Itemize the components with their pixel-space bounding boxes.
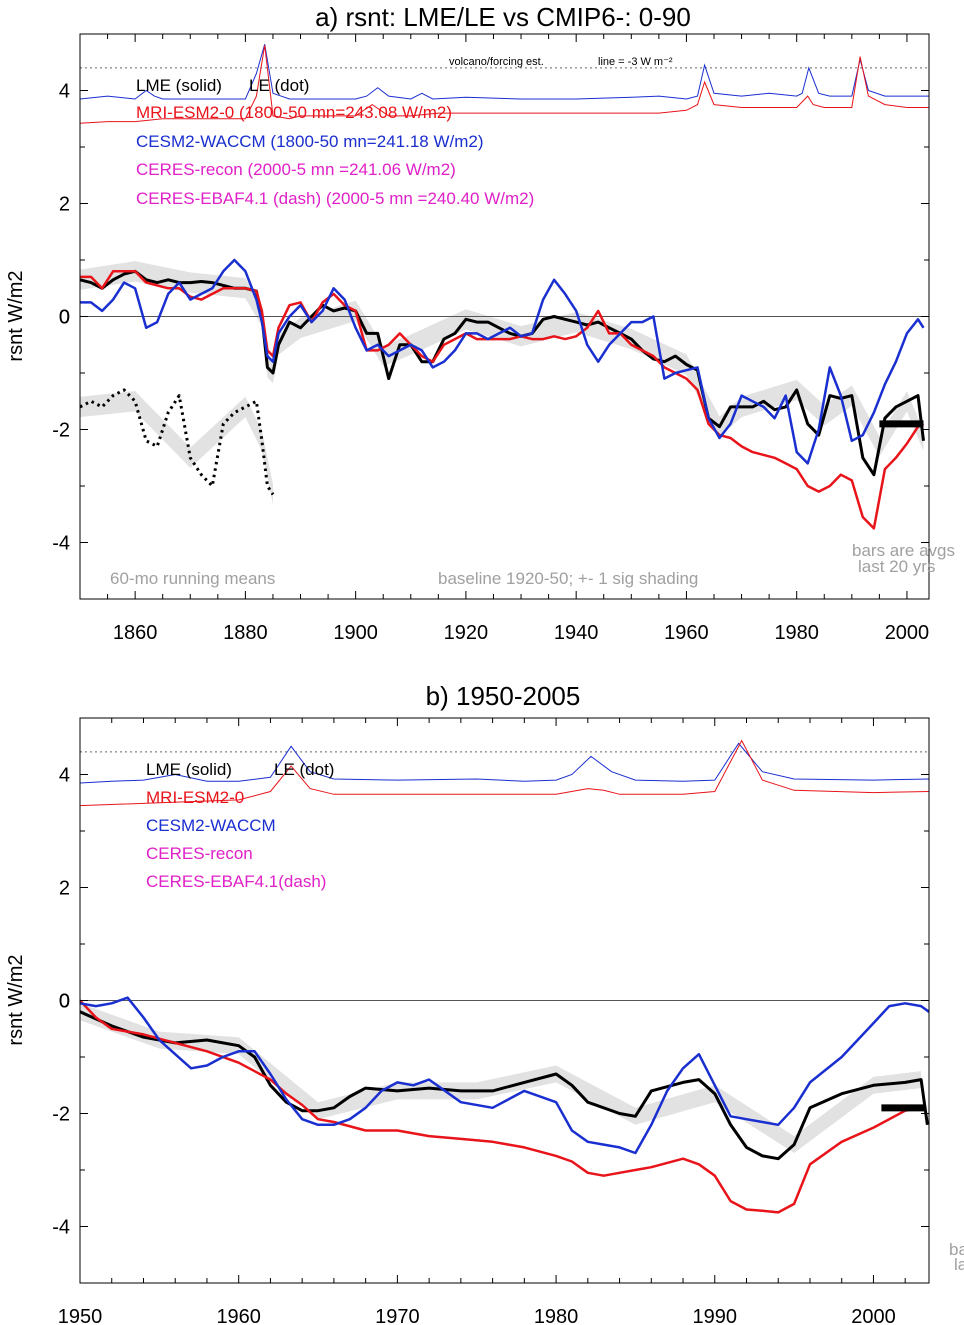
volcano-series-line (79, 742, 930, 784)
y-tick-label: 0 (59, 307, 70, 329)
x-tick-label: 1940 (554, 622, 599, 644)
legend-mri: MRI-ESM2-0 (1800-50 mn=243.08 W/m2) (136, 103, 452, 122)
y-tick-label: 2 (59, 194, 70, 216)
y-tick-label: 0 (59, 307, 70, 329)
panel-b-title: b) 1950-2005 (426, 681, 581, 711)
x-tick-label: 2000 (851, 1306, 896, 1325)
volcano-unit: line = -3 W m⁻² (598, 56, 673, 68)
legend-cesm: CESM2-WACCM (1800-50 mn=241.18 W/m2) (136, 132, 484, 151)
series-line (79, 269, 925, 477)
le-shading-band (80, 391, 273, 505)
legend-lme: LME (solid) (136, 76, 222, 95)
panel-b-legend: LME (solid) LE (dot) MRI-ESM2-0 CESM2-WA… (146, 760, 334, 891)
legend-le: LE (dot) (274, 760, 334, 779)
note-bars-1: ba (949, 1240, 964, 1259)
y-tick-label: 4 (59, 765, 70, 787)
y-tick-label: 4 (59, 81, 70, 103)
volcano-series-line (79, 739, 930, 807)
note-bars-2: la (954, 1255, 964, 1274)
legend-le: LE (dot) (249, 76, 309, 95)
panel-b-lines (79, 739, 930, 1214)
series-line (80, 270, 925, 530)
series-line (79, 999, 922, 1214)
y-tick-label: 0 (59, 991, 70, 1013)
y-tick-label: 0 (59, 991, 70, 1013)
note-running-means: 60-mo running means (110, 569, 275, 588)
x-tick-label: 1980 (774, 622, 819, 644)
legend-ceres-ebaf: CERES-EBAF4.1(dash) (146, 872, 326, 891)
panel-a-title: a) rsnt: LME/LE vs CMIP6-: 0-90 (315, 2, 691, 32)
y-tick-label: -2 (52, 420, 70, 442)
x-tick-label: 1970 (375, 1306, 420, 1325)
x-tick-label: 1920 (444, 622, 489, 644)
legend-cesm: CESM2-WACCM (146, 816, 276, 835)
legend-lme: LME (solid) (146, 760, 232, 779)
legend-mri: MRI-ESM2-0 (146, 788, 244, 807)
series-line (79, 1010, 929, 1161)
y-tick-label: 2 (59, 878, 70, 900)
panel-a-ylabel: rsnt W/m2 (5, 270, 27, 361)
legend-ceres-recon: CERES-recon (2000-5 mn =241.06 W/m2) (136, 160, 456, 179)
x-tick-label: 1900 (333, 622, 378, 644)
series-line (79, 388, 275, 496)
panel-a-shading (80, 261, 924, 505)
x-tick-label: 1960 (664, 622, 709, 644)
x-tick-label: 1860 (113, 622, 158, 644)
note-bars-2: last 20 yrs (858, 557, 935, 576)
x-tick-label: 1990 (693, 1306, 738, 1325)
volcano-label: volcano/forcing est. (449, 56, 544, 68)
panel-a: a) rsnt: LME/LE vs CMIP6-: 0-90 rsnt W/m… (5, 2, 955, 644)
x-tick-label: 1950 (58, 1306, 103, 1325)
x-tick-label: 1880 (223, 622, 268, 644)
panel-a-lines (79, 44, 929, 530)
note-baseline: baseline 1920-50; +- 1 sig shading (438, 569, 698, 588)
panel-b-ylabel: rsnt W/m2 (5, 954, 27, 1045)
y-tick-label: -2 (52, 1104, 70, 1126)
series-line (79, 996, 930, 1155)
legend-ceres-recon: CERES-recon (146, 844, 253, 863)
y-tick-label: -4 (52, 1217, 70, 1239)
note-bars-1: bars are avgs (852, 541, 955, 560)
x-tick-label: 1980 (534, 1306, 579, 1325)
x-tick-label: 2000 (885, 622, 930, 644)
series-line (80, 258, 925, 465)
y-tick-label: -4 (52, 533, 70, 555)
panel-a-legend: LME (solid) LE (dot) MRI-ESM2-0 (1800-50… (136, 76, 534, 208)
lme-shading-band (80, 261, 924, 457)
x-tick-label: 1960 (216, 1306, 261, 1325)
legend-ceres-ebaf: CERES-EBAF4.1 (dash) (2000-5 mn =240.40 … (136, 189, 534, 208)
panel-b-shading (80, 1003, 922, 1153)
volcano-series-line (79, 45, 929, 124)
lme-shading-band (80, 1003, 922, 1153)
volcano-series-line (79, 44, 929, 100)
